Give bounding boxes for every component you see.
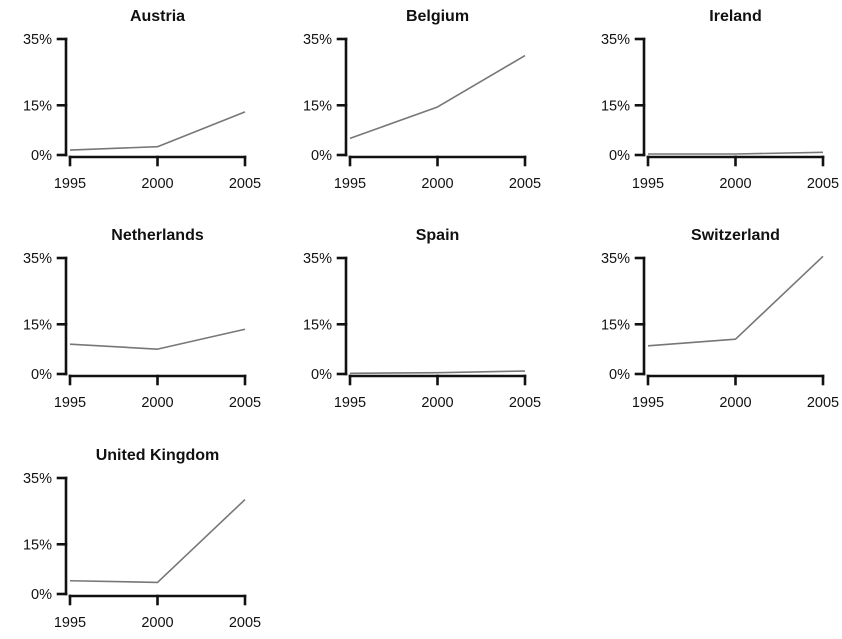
y-tick-label: 35%	[23, 251, 52, 267]
panel-title: Spain	[416, 227, 460, 244]
x-tick-label: 2005	[807, 395, 839, 411]
panel-title: United Kingdom	[96, 447, 220, 464]
x-tick-label: 2005	[807, 176, 839, 192]
y-tick-label: 35%	[303, 251, 332, 267]
y-tick-label: 15%	[303, 317, 332, 333]
y-tick-label: 15%	[23, 317, 52, 333]
y-tick-label: 15%	[303, 98, 332, 114]
x-tick-label: 1995	[334, 176, 366, 192]
series-line	[69, 111, 246, 151]
y-tick-label: 0%	[31, 587, 52, 603]
series-line	[648, 151, 824, 155]
x-tick-label: 2005	[229, 615, 261, 631]
x-tick-label: 2005	[509, 395, 541, 411]
panel-title: Belgium	[406, 8, 469, 25]
y-tick-label: 35%	[601, 251, 630, 267]
x-tick-label: 2005	[229, 395, 261, 411]
x-tick-label: 1995	[54, 176, 86, 192]
x-tick-label: 2000	[141, 615, 173, 631]
y-tick-label: 0%	[311, 367, 332, 383]
series-line	[647, 255, 824, 347]
x-tick-label: 2000	[719, 395, 751, 411]
y-tick-label: 15%	[23, 537, 52, 553]
chart-panel-netherlands: Netherlands 0% 15% 35% 1995 2000 2005	[23, 227, 261, 411]
x-tick-label: 2005	[229, 176, 261, 192]
x-tick-label: 2000	[421, 395, 453, 411]
y-tick-label: 15%	[601, 317, 630, 333]
series-line	[349, 370, 526, 375]
chart-panel-austria: Austria 0% 15% 35% 1995 2000 2005	[23, 8, 261, 192]
panel-title: Ireland	[709, 8, 761, 25]
y-tick-label: 35%	[601, 32, 630, 48]
x-tick-label: 2000	[141, 395, 173, 411]
y-tick-label: 35%	[23, 32, 52, 48]
x-tick-label: 2005	[509, 176, 541, 192]
y-tick-label: 15%	[23, 98, 52, 114]
chart-panel-spain: Spain 0% 15% 35% 1995 2000 2005	[303, 227, 541, 411]
series-line	[69, 498, 246, 584]
chart-panel-switzerland: Switzerland 0% 15% 35% 1995 2000 2005	[601, 227, 839, 411]
x-tick-label: 1995	[54, 395, 86, 411]
x-tick-label: 1995	[632, 176, 664, 192]
series-line	[349, 54, 526, 140]
x-tick-label: 2000	[719, 176, 751, 192]
panel-title: Netherlands	[111, 227, 204, 244]
panel-title: Switzerland	[691, 227, 780, 244]
x-tick-label: 2000	[141, 176, 173, 192]
chart-panel-united-kingdom: United Kingdom 0% 15% 35% 1995 2000 2005	[23, 447, 261, 631]
y-tick-label: 35%	[303, 32, 332, 48]
panel-title: Austria	[130, 8, 185, 25]
x-tick-label: 1995	[632, 395, 664, 411]
y-tick-label: 35%	[23, 471, 52, 487]
y-tick-label: 0%	[609, 367, 630, 383]
x-tick-label: 2000	[421, 176, 453, 192]
x-tick-label: 1995	[334, 395, 366, 411]
y-tick-label: 0%	[31, 367, 52, 383]
y-tick-label: 0%	[31, 148, 52, 164]
x-tick-label: 1995	[54, 615, 86, 631]
y-tick-label: 0%	[609, 148, 630, 164]
chart-panel-ireland: Ireland 0% 15% 35% 1995 2000 2005	[601, 8, 839, 192]
y-tick-label: 0%	[311, 148, 332, 164]
chart-panel-belgium: Belgium 0% 15% 35% 1995 2000 2005	[303, 8, 541, 192]
y-tick-label: 15%	[601, 98, 630, 114]
series-line	[69, 328, 246, 350]
